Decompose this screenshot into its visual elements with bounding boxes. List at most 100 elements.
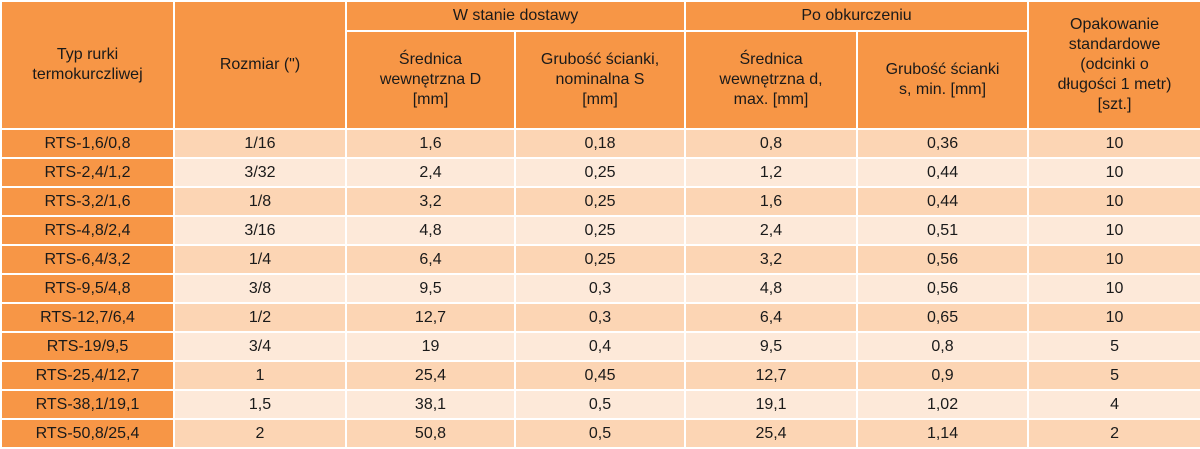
cell-type: RTS-50,8/25,4 <box>0 418 175 449</box>
cell-type: RTS-4,8/2,4 <box>0 215 175 246</box>
cell-inner-diameter-delivery: 38,1 <box>345 389 516 420</box>
cell-inner-diameter-shrunk: 0,8 <box>684 128 859 159</box>
cell-size: 2 <box>173 418 347 449</box>
cell-inner-diameter-delivery: 3,2 <box>345 186 516 217</box>
cell-inner-diameter-shrunk: 19,1 <box>684 389 859 420</box>
cell-wall-shrunk: 1,02 <box>856 389 1030 420</box>
cell-size: 1/2 <box>173 302 347 333</box>
cell-inner-diameter-delivery: 4,8 <box>345 215 516 246</box>
cell-wall-delivery: 0,4 <box>513 331 687 362</box>
cell-wall-delivery: 0,25 <box>513 157 687 188</box>
cell-inner-diameter-delivery: 19 <box>345 331 516 362</box>
cell-packaging: 10 <box>1027 186 1200 217</box>
cell-wall-delivery: 0,5 <box>513 389 687 420</box>
table-row: RTS-19/9,5 3/4 19 0,4 9,5 0,8 5 <box>0 331 1200 362</box>
cell-wall-shrunk: 0,9 <box>856 360 1030 391</box>
cell-size: 3/16 <box>173 215 347 246</box>
cell-inner-diameter-shrunk: 12,7 <box>684 360 859 391</box>
table-row: RTS-9,5/4,8 3/8 9,5 0,3 4,8 0,56 10 <box>0 273 1200 304</box>
cell-inner-diameter-shrunk: 3,2 <box>684 244 859 275</box>
cell-packaging: 2 <box>1027 418 1200 449</box>
cell-type: RTS-19/9,5 <box>0 331 175 362</box>
header-size: Rozmiar (") <box>173 0 347 130</box>
cell-wall-delivery: 0,3 <box>513 302 687 333</box>
cell-wall-shrunk: 0,8 <box>856 331 1030 362</box>
cell-packaging: 10 <box>1027 273 1200 304</box>
cell-inner-diameter-shrunk: 9,5 <box>684 331 859 362</box>
cell-size: 1,5 <box>173 389 347 420</box>
cell-packaging: 10 <box>1027 128 1200 159</box>
cell-wall-delivery: 0,45 <box>513 360 687 391</box>
cell-inner-diameter-shrunk: 1,2 <box>684 157 859 188</box>
header-packaging: Opakowanie standardowe (odcinki o długoś… <box>1027 0 1200 130</box>
cell-packaging: 5 <box>1027 331 1200 362</box>
cell-wall-shrunk: 0,44 <box>856 157 1030 188</box>
table-body: RTS-1,6/0,8 1/16 1,6 0,18 0,8 0,36 10 RTS-2,4/1… <box>0 128 1200 449</box>
table-row: RTS-1,6/0,8 1/16 1,6 0,18 0,8 0,36 10 <box>0 128 1200 159</box>
cell-type: RTS-9,5/4,8 <box>0 273 175 304</box>
header-group-delivery: W stanie dostawy <box>344 0 687 32</box>
cell-wall-shrunk: 0,44 <box>856 186 1030 217</box>
cell-size: 1/16 <box>173 128 347 159</box>
table-row: RTS-25,4/12,7 1 25,4 0,45 12,7 0,9 5 <box>0 360 1200 391</box>
cell-type: RTS-1,6/0,8 <box>0 128 175 159</box>
cell-wall-shrunk: 0,65 <box>856 302 1030 333</box>
cell-size: 1 <box>173 360 347 391</box>
table-row: RTS-12,7/6,4 1/2 12,7 0,3 6,4 0,65 10 <box>0 302 1200 333</box>
cell-wall-delivery: 0,18 <box>513 128 687 159</box>
cell-wall-delivery: 0,25 <box>513 186 687 217</box>
cell-inner-diameter-delivery: 2,4 <box>345 157 516 188</box>
table-row: RTS-4,8/2,4 3/16 4,8 0,25 2,4 0,51 10 <box>0 215 1200 246</box>
header-wall-shrunk: Grubość ścianki s, min. [mm] <box>856 30 1030 130</box>
cell-wall-shrunk: 0,56 <box>856 244 1030 275</box>
cell-size: 3/8 <box>173 273 347 304</box>
cell-inner-diameter-shrunk: 1,6 <box>684 186 859 217</box>
cell-type: RTS-38,1/19,1 <box>0 389 175 420</box>
cell-packaging: 10 <box>1027 157 1200 188</box>
cell-inner-diameter-shrunk: 2,4 <box>684 215 859 246</box>
cell-type: RTS-2,4/1,2 <box>0 157 175 188</box>
table-row: RTS-3,2/1,6 1/8 3,2 0,25 1,6 0,44 10 <box>0 186 1200 217</box>
table-row: RTS-38,1/19,1 1,5 38,1 0,5 19,1 1,02 4 <box>0 389 1200 420</box>
cell-packaging: 10 <box>1027 302 1200 333</box>
cell-type: RTS-25,4/12,7 <box>0 360 175 391</box>
cell-wall-delivery: 0,5 <box>513 418 687 449</box>
cell-type: RTS-6,4/3,2 <box>0 244 175 275</box>
cell-size: 3/32 <box>173 157 347 188</box>
header-inner-diameter-shrunk: Średnica wewnętrzna d, max. [mm] <box>684 30 859 130</box>
header-group-shrunk: Po obkurczeniu <box>684 0 1030 32</box>
cell-inner-diameter-shrunk: 4,8 <box>684 273 859 304</box>
cell-inner-diameter-shrunk: 6,4 <box>684 302 859 333</box>
cell-inner-diameter-delivery: 6,4 <box>345 244 516 275</box>
header-inner-diameter-delivery: Średnica wewnętrzna D [mm] <box>345 30 516 130</box>
cell-packaging: 5 <box>1027 360 1200 391</box>
table-row: RTS-6,4/3,2 1/4 6,4 0,25 3,2 0,56 10 <box>0 244 1200 275</box>
cell-wall-shrunk: 1,14 <box>856 418 1030 449</box>
cell-inner-diameter-delivery: 25,4 <box>345 360 516 391</box>
cell-inner-diameter-delivery: 1,6 <box>345 128 516 159</box>
table-row: RTS-2,4/1,2 3/32 2,4 0,25 1,2 0,44 10 <box>0 157 1200 188</box>
cell-type: RTS-3,2/1,6 <box>0 186 175 217</box>
header-type: Typ rurki termokurczliwej <box>0 0 175 130</box>
cell-size: 3/4 <box>173 331 347 362</box>
cell-wall-delivery: 0,25 <box>513 215 687 246</box>
cell-packaging: 4 <box>1027 389 1200 420</box>
cell-wall-shrunk: 0,36 <box>856 128 1030 159</box>
cell-inner-diameter-delivery: 50,8 <box>345 418 516 449</box>
cell-inner-diameter-shrunk: 25,4 <box>684 418 859 449</box>
cell-size: 1/4 <box>173 244 347 275</box>
cell-wall-delivery: 0,25 <box>513 244 687 275</box>
cell-type: RTS-12,7/6,4 <box>0 302 175 333</box>
cell-inner-diameter-delivery: 12,7 <box>345 302 516 333</box>
cell-wall-delivery: 0,3 <box>513 273 687 304</box>
cell-wall-shrunk: 0,56 <box>856 273 1030 304</box>
cell-size: 1/8 <box>173 186 347 217</box>
header-wall-delivery: Grubość ścianki, nominalna S [mm] <box>513 30 687 130</box>
table-row: RTS-50,8/25,4 2 50,8 0,5 25,4 1,14 2 <box>0 418 1200 449</box>
cell-inner-diameter-delivery: 9,5 <box>345 273 516 304</box>
cell-packaging: 10 <box>1027 215 1200 246</box>
cell-packaging: 10 <box>1027 244 1200 275</box>
table-header: Typ rurki termokurczliwej Rozmiar (") W … <box>0 0 1200 130</box>
cell-wall-shrunk: 0,51 <box>856 215 1030 246</box>
